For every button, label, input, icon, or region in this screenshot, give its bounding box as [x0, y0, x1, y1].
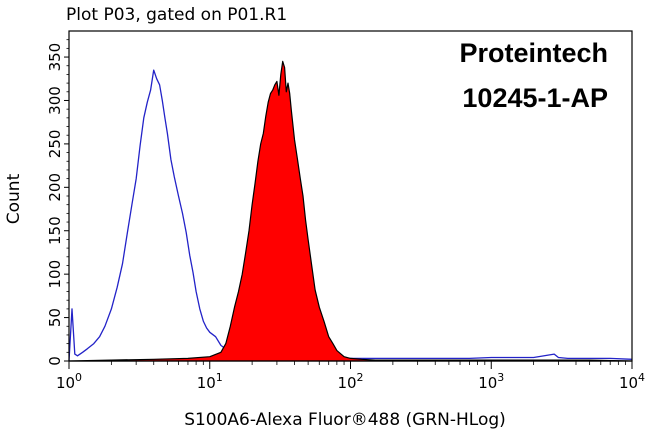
- y-tick-label-0: 0: [46, 356, 64, 366]
- plot-frame: [68, 30, 633, 362]
- series-1-filled-area: [68, 60, 633, 362]
- x-tick-label-10000: 104: [619, 371, 645, 392]
- y-tick-label-250: 250: [46, 130, 64, 159]
- y-tick-label-350: 350: [46, 43, 64, 72]
- brand-annotation: Proteintech: [459, 38, 608, 68]
- y-axis-label: Count: [4, 173, 24, 224]
- x-axis-label: S100A6-Alexa Fluor®488 (GRN-HLog): [184, 410, 506, 430]
- x-tick-label-1000: 103: [478, 371, 504, 392]
- y-tick-label-200: 200: [46, 173, 64, 202]
- series-layer: [68, 60, 633, 362]
- y-tick-label-100: 100: [46, 260, 64, 289]
- catalog-annotation: 10245-1-AP: [462, 83, 608, 113]
- y-tick-label-50: 50: [46, 308, 64, 327]
- x-tick-label-1: 100: [56, 371, 82, 392]
- x-tick-label-10: 101: [197, 371, 223, 392]
- series-0-outline: [68, 69, 633, 362]
- chart-title: Plot P03, gated on P01.R1: [66, 5, 287, 25]
- y-tick-label-150: 150: [46, 216, 64, 245]
- x-tick-label-100: 102: [337, 371, 363, 392]
- axes-layer: 0 50 100 150 200 250 300 350 100 101 102 103 104: [46, 30, 645, 392]
- y-tick-label-300: 300: [46, 86, 64, 115]
